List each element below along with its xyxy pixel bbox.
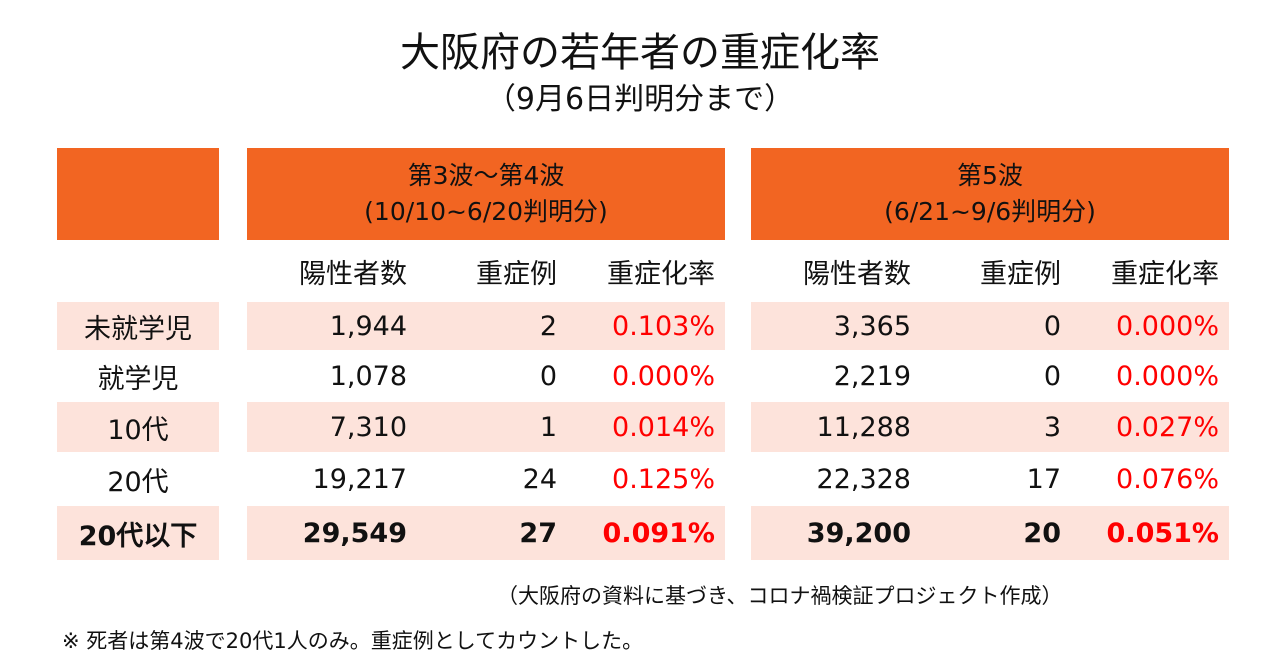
row-label: 20代以下 — [57, 506, 219, 560]
group-header-line1: 第5波 — [957, 161, 1023, 190]
positive-count-cell: 19,217 — [312, 463, 407, 495]
severe-case-cell: 24 — [522, 463, 557, 495]
source-note: （大阪府の資料に基づき、コロナ禍検証プロジェクト作成） — [497, 584, 1063, 608]
severity-rate-cell: 0.103% — [612, 310, 715, 342]
severe-case-cell: 1 — [539, 411, 557, 443]
row-background — [751, 302, 1229, 350]
row-label: 就学児 — [97, 363, 179, 395]
corner-header-cell — [57, 148, 219, 240]
severity-rate-cell: 0.014% — [612, 411, 715, 443]
severe-case-cell: 20 — [1023, 517, 1061, 549]
group-header-line2: (6/21~9/6判明分) — [884, 197, 1096, 226]
row-background — [247, 506, 725, 560]
column-header: 陽性者数 — [803, 259, 911, 290]
column-header: 重症例 — [476, 259, 557, 290]
positive-count-cell: 7,310 — [329, 411, 407, 443]
severity-rate-cell: 0.027% — [1116, 411, 1219, 443]
row-background — [751, 506, 1229, 560]
positive-count-cell: 2,219 — [833, 360, 911, 392]
row-background — [247, 402, 725, 452]
severe-case-cell: 0 — [539, 360, 557, 392]
column-header: 重症例 — [980, 259, 1061, 290]
severity-rate-cell: 0.051% — [1106, 517, 1219, 549]
group-header-2: 第5波 (6/21~9/6判明分) — [751, 148, 1229, 240]
positive-count-cell: 39,200 — [806, 517, 911, 549]
column-header: 重症化率 — [1111, 259, 1219, 290]
row-background — [247, 302, 725, 350]
severity-rate-cell: 0.000% — [1116, 360, 1219, 392]
severe-case-cell: 2 — [539, 310, 557, 342]
positive-count-cell: 11,288 — [816, 411, 911, 443]
footnote: ※ 死者は第4波で20代1人のみ。重症例としてカウントした。 — [62, 629, 644, 653]
positive-count-cell: 29,549 — [302, 517, 407, 549]
group-header-line2: (10/10~6/20判明分) — [364, 197, 608, 226]
severe-case-cell: 0 — [1043, 310, 1061, 342]
column-header: 陽性者数 — [299, 259, 407, 290]
severe-case-cell: 3 — [1043, 411, 1061, 443]
positive-count-cell: 22,328 — [816, 463, 911, 495]
severity-rate-cell: 0.000% — [612, 360, 715, 392]
positive-count-cell: 1,078 — [329, 360, 407, 392]
row-label: 10代 — [57, 402, 219, 452]
column-header: 重症化率 — [607, 259, 715, 290]
severe-case-cell: 27 — [519, 517, 557, 549]
group-header-1: 第3波〜第4波 (10/10~6/20判明分) — [247, 148, 725, 240]
page-subtitle: （9月6日判明分まで） — [485, 82, 795, 117]
severity-rate-cell: 0.091% — [602, 517, 715, 549]
group-header-line1: 第3波〜第4波 — [407, 161, 565, 190]
severe-case-cell: 17 — [1026, 463, 1061, 495]
row-background — [751, 402, 1229, 452]
page-title: 大阪府の若年者の重症化率 — [400, 30, 880, 76]
row-label: 20代 — [107, 466, 169, 498]
severity-rate-cell: 0.076% — [1116, 463, 1219, 495]
positive-count-cell: 3,365 — [833, 310, 911, 342]
row-label: 未就学児 — [57, 302, 219, 350]
severe-case-cell: 0 — [1043, 360, 1061, 392]
severity-rate-cell: 0.125% — [612, 463, 715, 495]
severity-rate-cell: 0.000% — [1116, 310, 1219, 342]
positive-count-cell: 1,944 — [329, 310, 407, 342]
